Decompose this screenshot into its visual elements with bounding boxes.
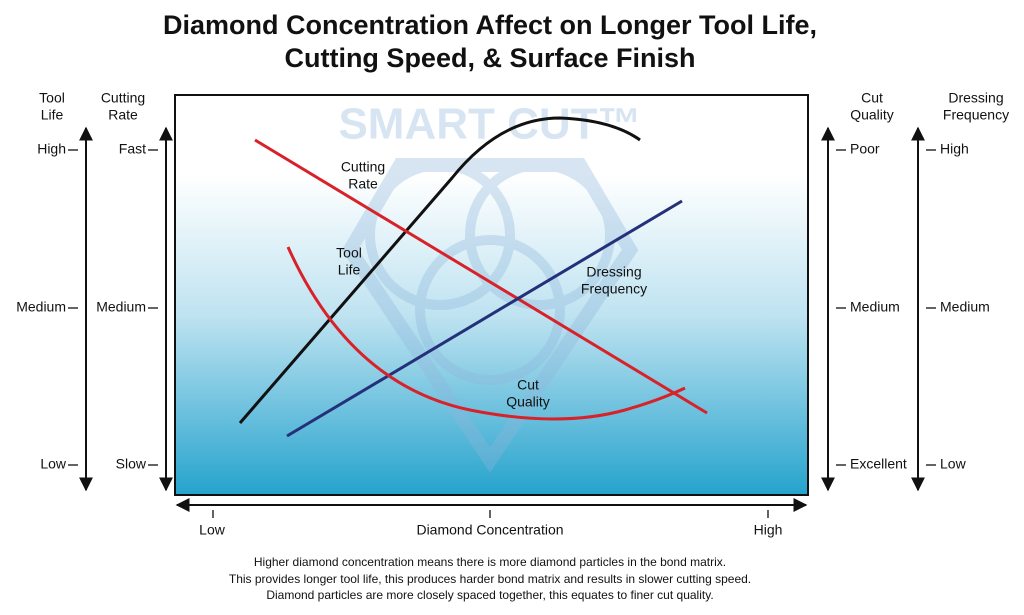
title-line: Cutting Speed, & Surface Finish (284, 43, 695, 73)
axis-title: Cutting (101, 90, 145, 106)
tick-label: Medium (850, 299, 900, 315)
curve-label: Cutting (341, 159, 385, 175)
tick-label: Slow (116, 456, 147, 472)
curve-label: Life (338, 262, 361, 278)
curve-label: Tool (336, 245, 362, 261)
axes: ToolLifeHighMediumLowCuttingRateFastMedi… (16, 90, 1009, 472)
axis-title: Quality (850, 107, 894, 123)
watermark-shape (365, 160, 515, 310)
watermark-shape (341, 158, 639, 473)
axis-title: Frequency (943, 107, 1009, 123)
tick-label: Fast (119, 141, 146, 157)
curve-label: Rate (348, 176, 378, 192)
tick-label: High (37, 141, 66, 157)
cut-quality-curve (286, 246, 686, 421)
footnote: Diamond particles are more closely space… (266, 588, 713, 602)
x-axis-label: Diamond Concentration (416, 522, 563, 538)
tool-life-curve (238, 116, 641, 424)
axis-title: Tool (39, 90, 65, 106)
tick-label: Medium (940, 299, 990, 315)
x-high: High (754, 522, 783, 538)
plot-area (174, 94, 809, 496)
tick-label: Medium (16, 299, 66, 315)
tick-label: Poor (850, 141, 880, 157)
watermark-shape (415, 235, 565, 385)
curve-label: Dressing (586, 264, 641, 280)
watermark: SMART CUT™ (338, 100, 642, 473)
axis-title: Cut (861, 90, 883, 106)
axis-title: Rate (108, 107, 138, 123)
title-line: Diamond Concentration Affect on Longer T… (163, 10, 817, 40)
tick-label: Low (940, 456, 967, 472)
tick-label: Medium (96, 299, 146, 315)
dressing-frequency-curve (286, 199, 683, 438)
curve-label: Frequency (581, 281, 647, 297)
watermark-shape (465, 160, 615, 310)
axis-title: Life (41, 107, 64, 123)
tick-label: High (940, 141, 969, 157)
cutting-rate-curve (254, 138, 708, 415)
tick-label: Excellent (850, 456, 907, 472)
curve-label: Cut (517, 377, 539, 393)
axis-title: Dressing (948, 90, 1003, 106)
footnote: Higher diamond concentration means there… (254, 555, 726, 569)
curve-label: Quality (506, 394, 550, 410)
x-low: Low (199, 522, 226, 538)
tick-label: Low (40, 456, 67, 472)
footnote: This provides longer tool life, this pro… (229, 572, 751, 586)
